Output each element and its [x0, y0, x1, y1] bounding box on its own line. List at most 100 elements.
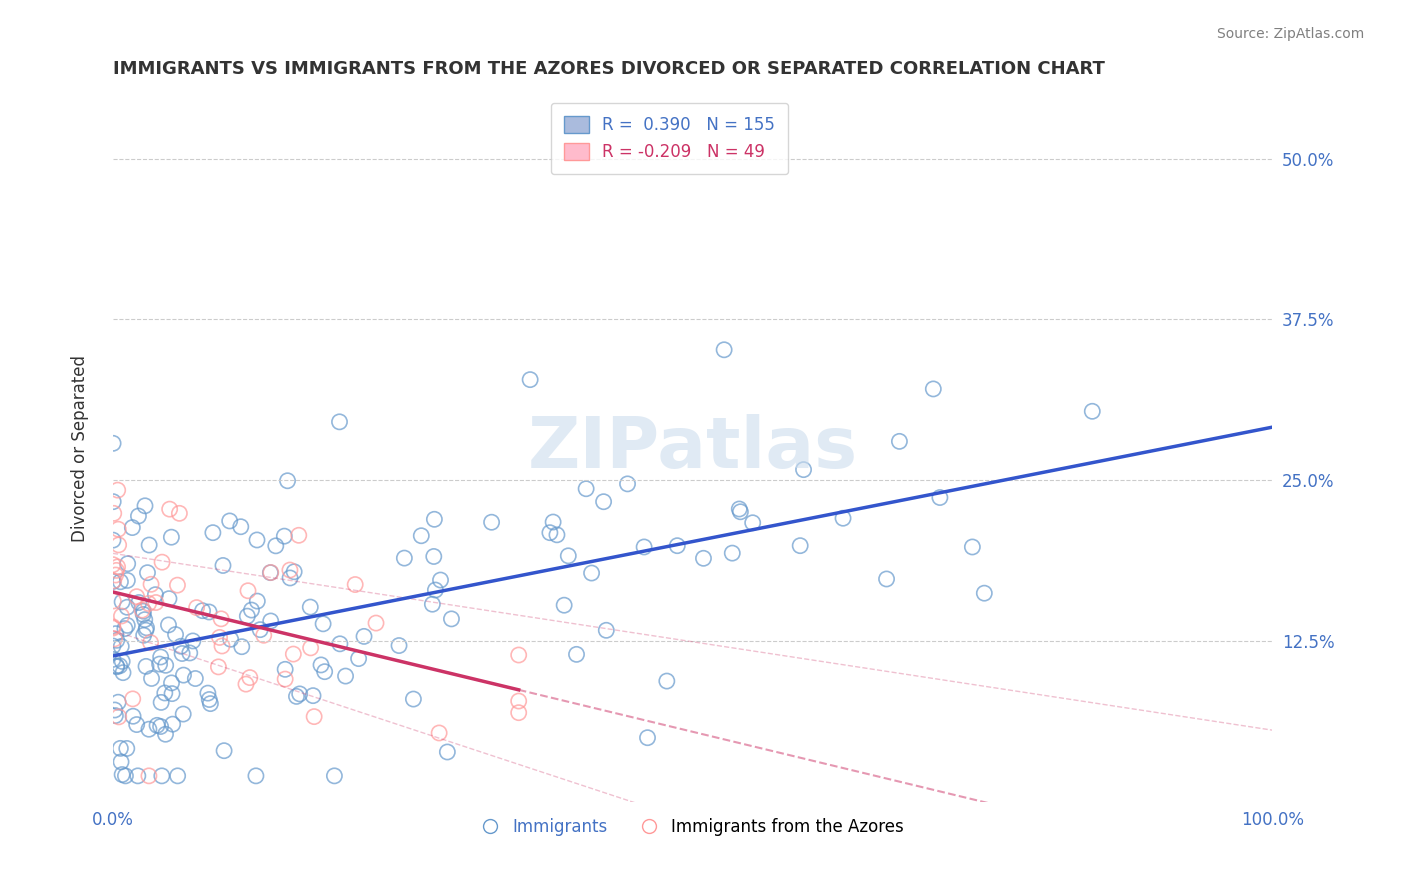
Point — [125, 717, 148, 731]
Point — [114, 622, 136, 636]
Point — [157, 591, 180, 606]
Point — [335, 669, 357, 683]
Point — [101, 639, 124, 653]
Point — [159, 502, 181, 516]
Point — [302, 689, 325, 703]
Point — [169, 506, 191, 520]
Point — [108, 658, 131, 673]
Point — [832, 511, 855, 525]
Point — [721, 546, 744, 560]
Point — [741, 516, 763, 530]
Point — [312, 616, 335, 631]
Point — [249, 623, 271, 637]
Point — [110, 609, 132, 624]
Point — [103, 574, 125, 588]
Point — [283, 565, 305, 579]
Point — [422, 597, 444, 611]
Point — [347, 651, 370, 665]
Point — [110, 640, 132, 654]
Point — [616, 476, 638, 491]
Point — [789, 539, 811, 553]
Point — [553, 598, 575, 612]
Point — [134, 499, 156, 513]
Point — [212, 744, 235, 758]
Point — [423, 512, 446, 526]
Point — [150, 555, 173, 569]
Point — [713, 343, 735, 357]
Point — [101, 621, 124, 635]
Point — [132, 607, 155, 622]
Point — [200, 697, 222, 711]
Point — [128, 595, 150, 609]
Point — [302, 709, 325, 723]
Point — [138, 769, 160, 783]
Point — [115, 600, 138, 615]
Point — [288, 687, 311, 701]
Point — [541, 515, 564, 529]
Point — [160, 687, 183, 701]
Point — [557, 549, 579, 563]
Point — [793, 462, 815, 476]
Point — [160, 530, 183, 544]
Point — [546, 528, 568, 542]
Point — [253, 628, 276, 642]
Point — [353, 629, 375, 643]
Point — [121, 691, 143, 706]
Point — [592, 494, 614, 508]
Point — [111, 665, 134, 680]
Point — [105, 563, 128, 577]
Point — [110, 574, 132, 589]
Point — [207, 660, 229, 674]
Point — [666, 539, 689, 553]
Point — [173, 668, 195, 682]
Point — [127, 509, 149, 524]
Point — [101, 574, 124, 589]
Point — [889, 434, 911, 449]
Point — [107, 522, 129, 536]
Point — [131, 603, 153, 617]
Y-axis label: Divorced or Separated: Divorced or Separated — [72, 354, 89, 541]
Point — [239, 671, 262, 685]
Point — [150, 769, 173, 783]
Point — [145, 588, 167, 602]
Point — [117, 574, 139, 588]
Point — [149, 719, 172, 733]
Point — [141, 672, 163, 686]
Point — [157, 618, 180, 632]
Point — [235, 677, 257, 691]
Point — [278, 571, 301, 585]
Point — [245, 769, 267, 783]
Point — [107, 538, 129, 552]
Point — [105, 659, 128, 673]
Point — [481, 515, 503, 529]
Point — [110, 755, 132, 769]
Text: ZIPatlas: ZIPatlas — [527, 414, 858, 483]
Point — [240, 603, 263, 617]
Point — [274, 672, 297, 686]
Point — [565, 648, 588, 662]
Point — [105, 633, 128, 648]
Point — [208, 631, 231, 645]
Point — [104, 708, 127, 723]
Point — [172, 707, 194, 722]
Point — [132, 604, 155, 618]
Point — [134, 613, 156, 627]
Point — [197, 686, 219, 700]
Point — [138, 597, 160, 611]
Point — [538, 525, 561, 540]
Point — [184, 672, 207, 686]
Point — [107, 695, 129, 709]
Point — [149, 650, 172, 665]
Point — [198, 692, 221, 706]
Point — [962, 540, 984, 554]
Point — [218, 514, 240, 528]
Point — [229, 520, 252, 534]
Point — [107, 560, 129, 574]
Point — [121, 520, 143, 534]
Point — [117, 557, 139, 571]
Point — [876, 572, 898, 586]
Point — [575, 482, 598, 496]
Point — [125, 590, 148, 604]
Point — [1081, 404, 1104, 418]
Point — [146, 718, 169, 732]
